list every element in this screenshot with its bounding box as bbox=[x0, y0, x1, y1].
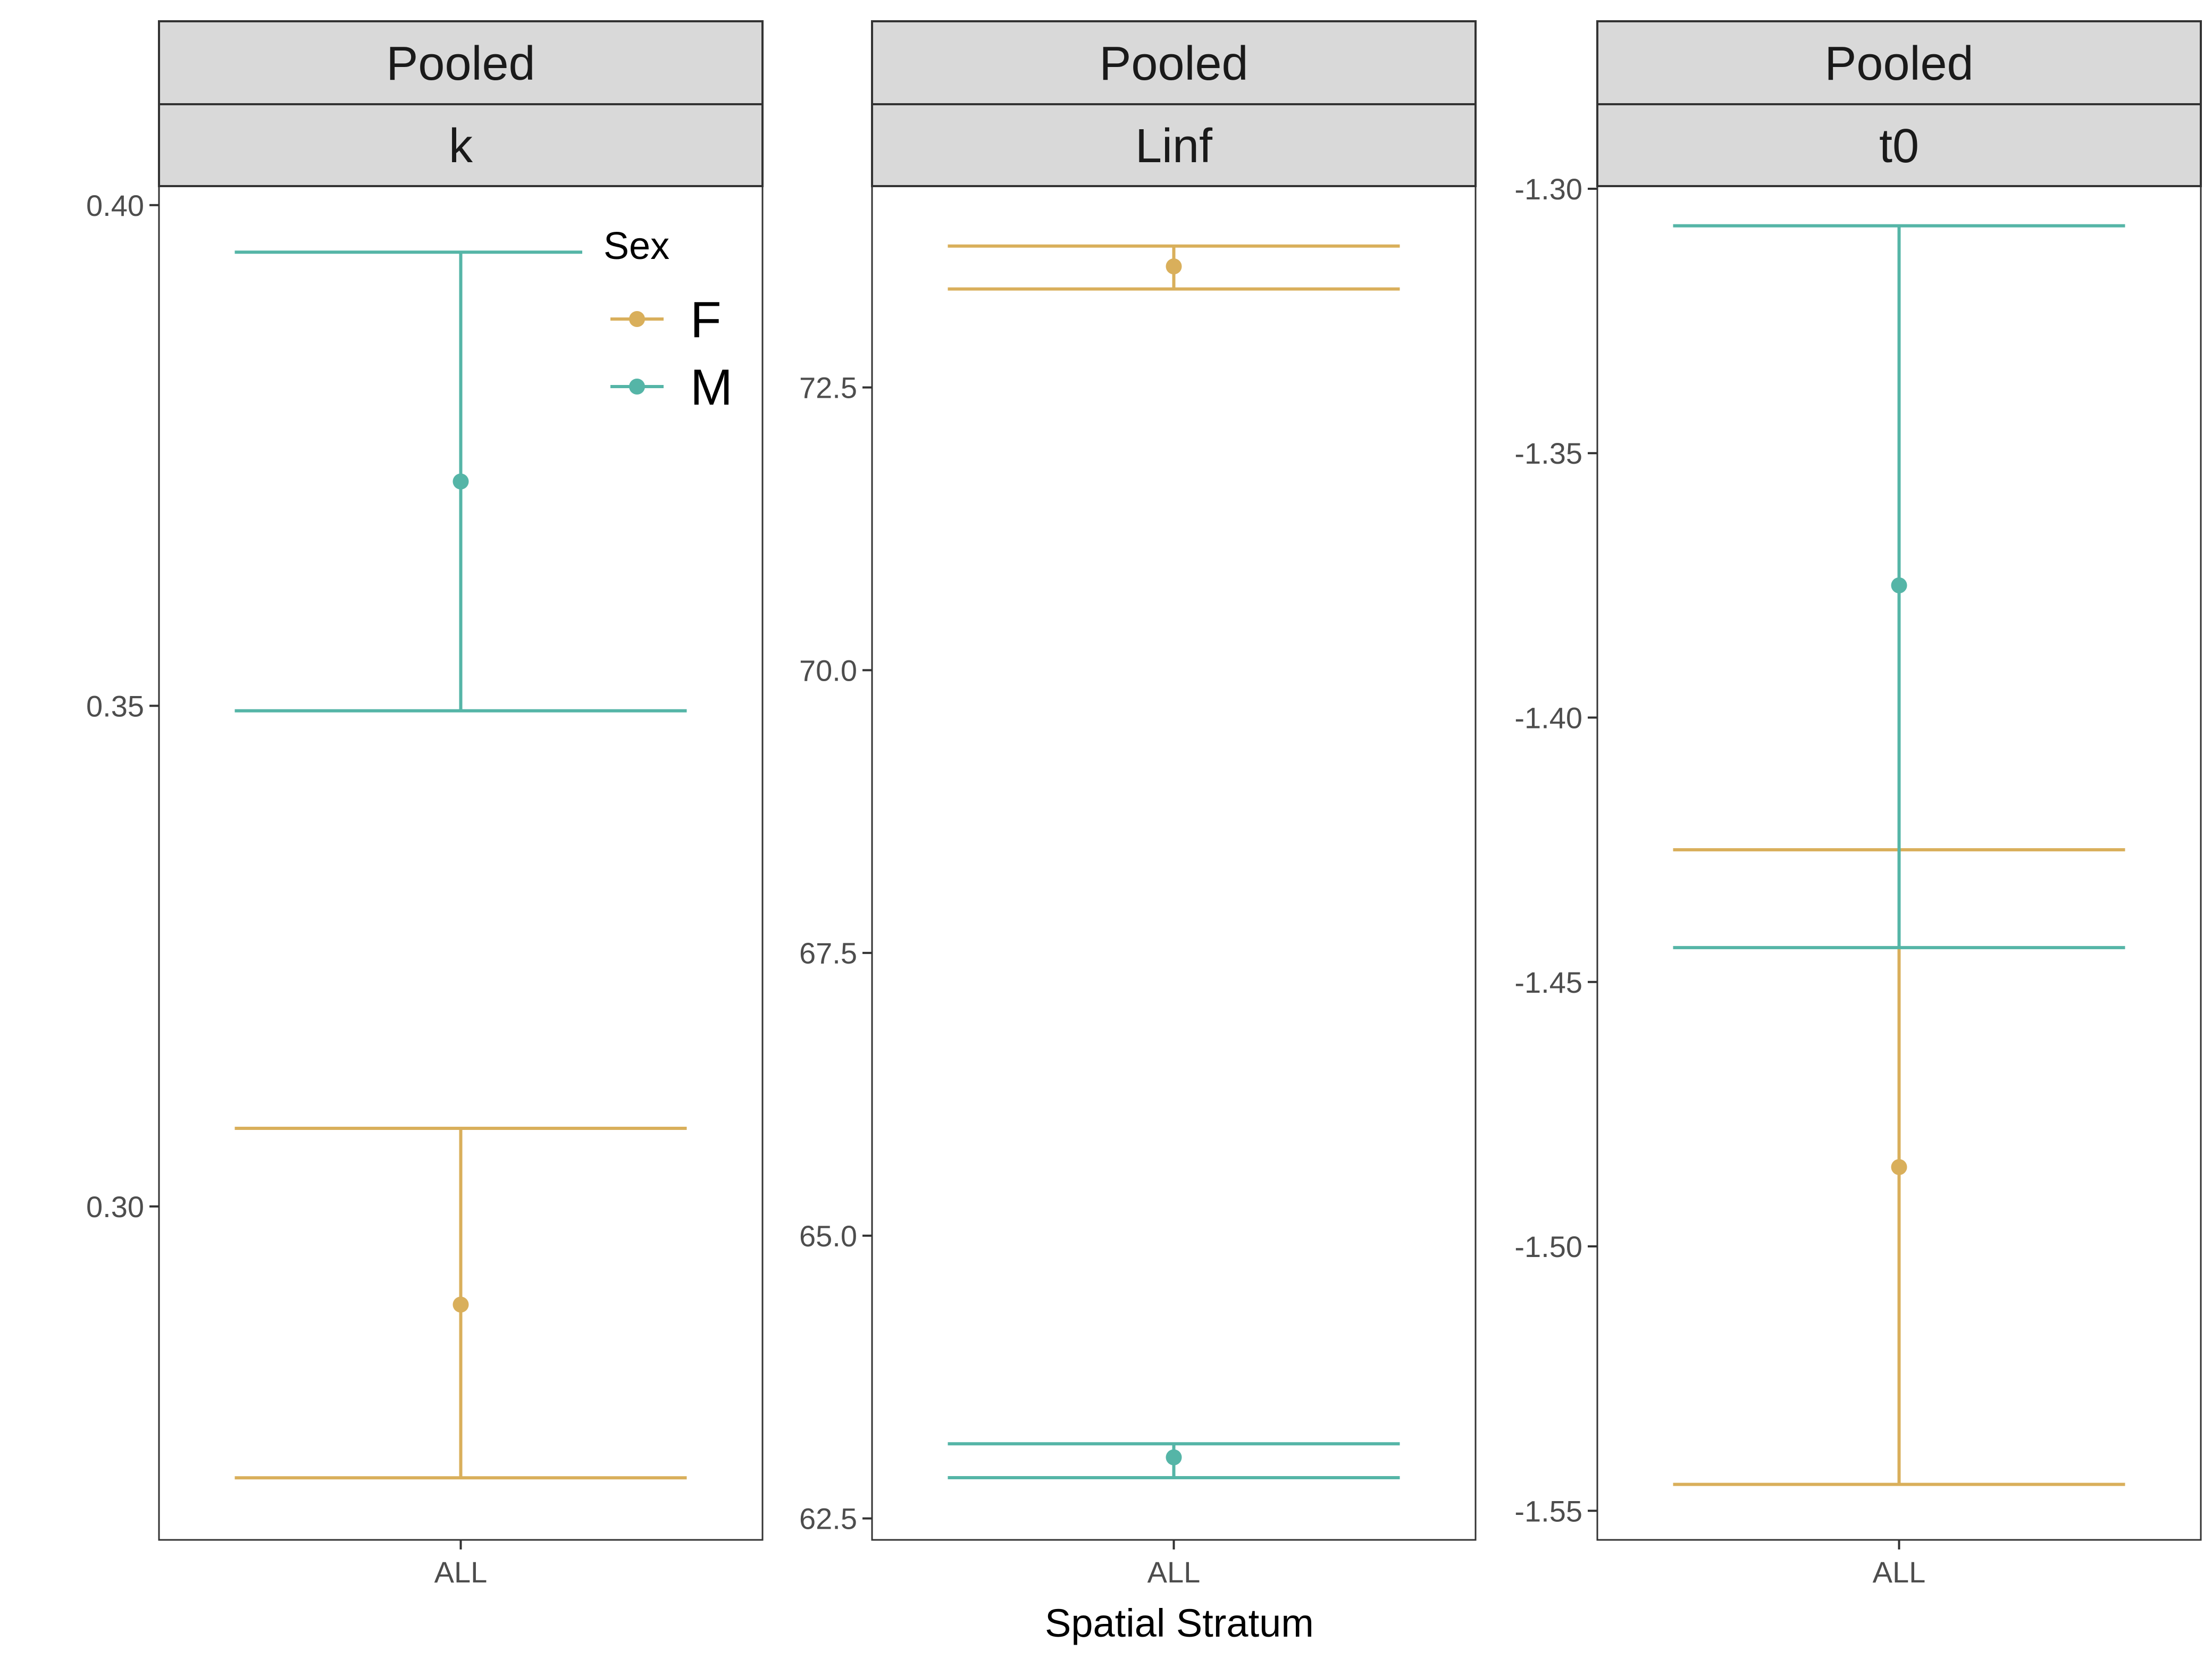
facet-label-bottom: Linf bbox=[1135, 120, 1213, 173]
series-M bbox=[1673, 224, 2125, 950]
facet-strip-bottom bbox=[1596, 103, 2202, 187]
facet-label-bottom: k bbox=[449, 120, 473, 173]
y-tick-label: 0.30 bbox=[86, 1190, 144, 1224]
estimate-point bbox=[453, 473, 469, 490]
y-tick-label: 70.0 bbox=[799, 653, 857, 687]
panels-layer: Pooled k 0.30 0.35 0.40 ALL Pooled Linf 62.5 65.0… bbox=[86, 20, 2202, 1589]
facet-label-top: Pooled bbox=[1824, 37, 1973, 90]
estimate-point bbox=[453, 1296, 469, 1313]
y-tick-label: 0.35 bbox=[86, 689, 144, 723]
estimate-point bbox=[1891, 577, 1907, 593]
facet-label-top: Pooled bbox=[386, 37, 535, 90]
facet-strip-bottom bbox=[871, 103, 1477, 187]
facet-label-top: Pooled bbox=[1099, 37, 1248, 90]
y-tick-label: 62.5 bbox=[799, 1502, 857, 1536]
facet-strip-bottom bbox=[158, 103, 764, 187]
facet-strip-top bbox=[871, 20, 1477, 105]
legend-label: M bbox=[690, 359, 733, 416]
series-M bbox=[948, 1442, 1400, 1480]
y-tick-label: 0.40 bbox=[86, 189, 144, 222]
legend-key-point bbox=[629, 311, 645, 327]
y-tick-label: 72.5 bbox=[799, 371, 857, 405]
series-M bbox=[234, 250, 687, 713]
estimate-point bbox=[1166, 258, 1182, 275]
y-tick-label: -1.30 bbox=[1514, 172, 1582, 206]
legend-label: F bbox=[690, 291, 722, 348]
y-tick-label: -1.55 bbox=[1514, 1494, 1582, 1528]
estimate-point bbox=[1166, 1449, 1182, 1465]
x-axis-title: Spatial Stratum bbox=[1045, 1601, 1314, 1645]
series-F bbox=[234, 1127, 687, 1480]
facet-strip-top bbox=[158, 20, 764, 105]
x-tick-label: ALL bbox=[1147, 1555, 1201, 1589]
series-F bbox=[948, 244, 1400, 291]
panel-3: Pooled t0 -1.30 -1.35 -1.40 -1.45 -1.50 -1.55 AL… bbox=[1514, 20, 2202, 1589]
y-tick-label: -1.45 bbox=[1514, 966, 1582, 999]
panel-1: Pooled k 0.30 0.35 0.40 ALL bbox=[86, 20, 764, 1589]
y-tick-label: 67.5 bbox=[799, 936, 857, 970]
y-tick-label: -1.35 bbox=[1514, 437, 1582, 470]
y-tick-label: -1.40 bbox=[1514, 701, 1582, 735]
legend-background bbox=[582, 210, 747, 417]
y-tick-label: 65.0 bbox=[799, 1219, 857, 1253]
legend: Sex FM bbox=[582, 210, 747, 417]
panel-2: Pooled Linf 62.5 65.0 67.5 70.0 72.5 ALL bbox=[799, 20, 1477, 1589]
estimate-point bbox=[1891, 1159, 1907, 1175]
legend-key-point bbox=[629, 379, 645, 395]
y-tick-label: -1.50 bbox=[1514, 1230, 1582, 1263]
x-tick-label: ALL bbox=[434, 1555, 488, 1589]
legend-title: Sex bbox=[604, 225, 669, 267]
facet-label-bottom: t0 bbox=[1879, 120, 1919, 173]
x-tick-label: ALL bbox=[1873, 1555, 1926, 1589]
